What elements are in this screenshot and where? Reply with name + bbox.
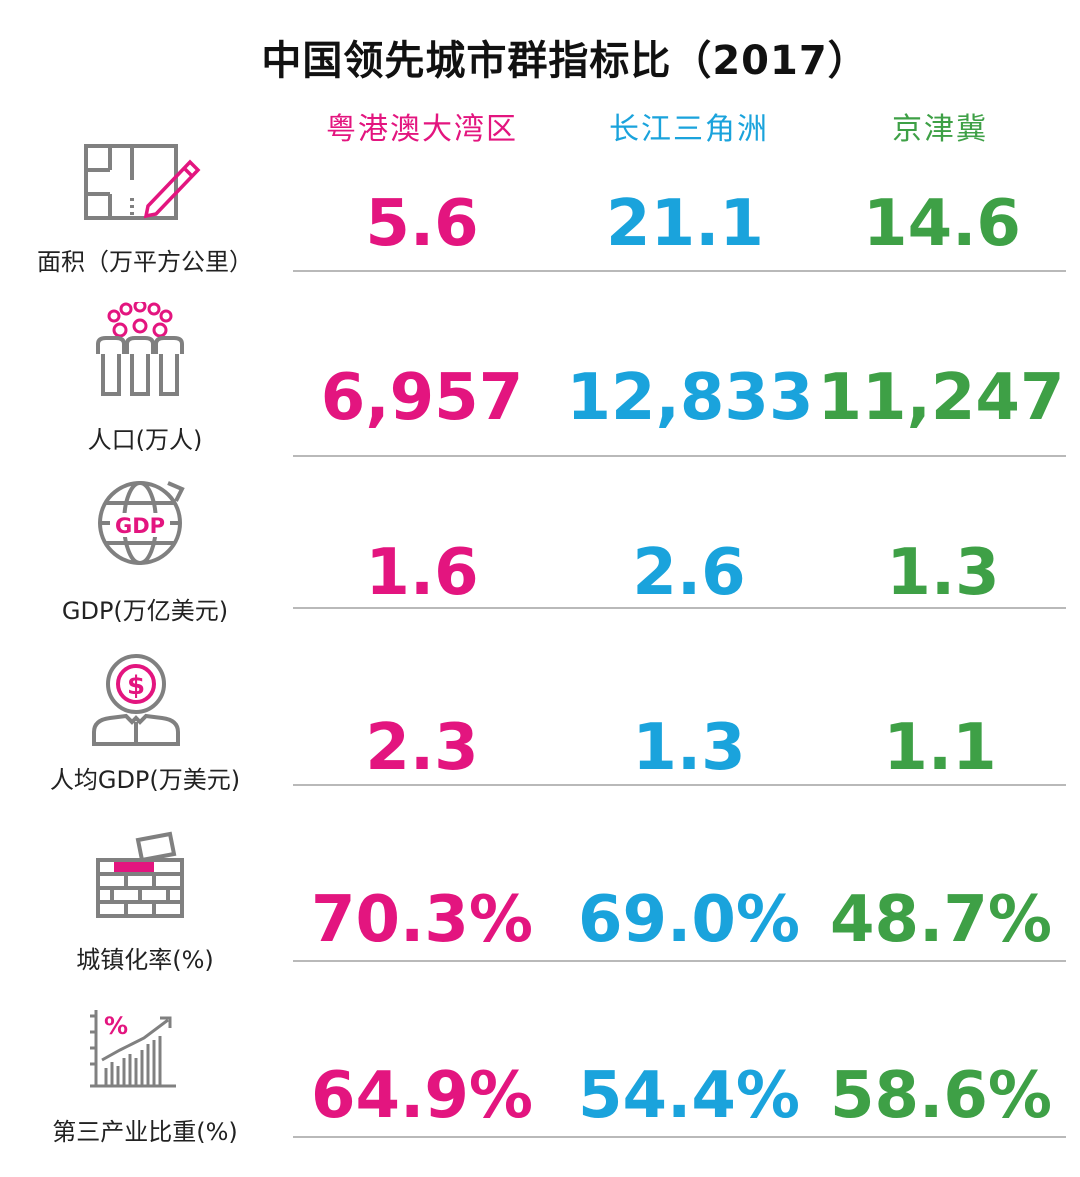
value-gdp-yrd: 2.6 [632,536,746,610]
row-divider [293,455,1066,457]
value-population-jjj: 11,247 [817,361,1065,435]
value-gdp-per-capita-yrd: 1.3 [632,711,746,785]
row-label-urbanization: 城镇化率(%) [76,946,214,974]
svg-text:%: % [104,1012,128,1040]
svg-text:$: $ [127,671,145,701]
column-header-yrd: 长江三角洲 [609,112,769,147]
row-population: 人口(万人) 6,957 12,833 11,247 [0,300,1080,460]
row-gdp: GDP GDP(万亿美元) 1.6 2.6 1.3 [0,475,1080,625]
row-label-tertiary-share: 第三产业比重(%) [52,1118,238,1146]
value-gdp-jjj: 1.3 [886,536,1000,610]
value-tertiary-share-gba: 64.9% [310,1059,534,1133]
population-icon [70,302,210,402]
floorplan-pencil-icon [70,140,210,240]
row-label-population: 人口(万人) [87,426,203,454]
row-divider [293,960,1066,962]
value-urbanization-jjj: 48.7% [829,883,1053,957]
growth-chart-percent-icon: % [70,1002,210,1102]
svg-text:GDP: GDP [115,514,165,538]
value-area-jjj: 14.6 [863,187,1021,261]
row-divider [293,784,1066,786]
gdp-globe-icon: GDP [70,475,210,575]
value-gdp-per-capita-jjj: 1.1 [883,711,997,785]
row-tertiary-share: % 第三产业比重(%) 64.9% 54.4% 58.6% [0,1002,1080,1146]
value-urbanization-yrd: 69.0% [577,883,801,957]
value-tertiary-share-yrd: 54.4% [577,1059,801,1133]
value-tertiary-share-jjj: 58.6% [829,1059,1053,1133]
chart-title: 中国领先城市群指标比（2017） [261,38,869,84]
value-area-yrd: 21.1 [606,187,764,261]
row-label-gdp: GDP(万亿美元) [61,597,229,625]
value-gdp-gba: 1.6 [365,536,479,610]
value-gdp-per-capita-gba: 2.3 [365,711,479,785]
row-divider [293,1136,1066,1138]
value-population-gba: 6,957 [320,361,524,435]
value-urbanization-gba: 70.3% [310,883,534,957]
row-area: 面积（万平方公里） 5.6 21.1 14.6 [0,140,1080,280]
row-label-area: 面积（万平方公里） [37,248,253,276]
row-divider [293,270,1066,272]
per-capita-dollar-icon: $ [70,652,210,752]
row-divider [293,607,1066,609]
column-header-jjj: 京津冀 [892,112,988,147]
value-area-gba: 5.6 [365,187,479,261]
row-gdp-per-capita: $ 人均GDP(万美元) 2.3 1.3 1.1 [0,652,1080,794]
value-population-yrd: 12,833 [566,361,814,435]
row-label-gdp-per-capita: 人均GDP(万美元) [49,766,241,794]
column-header-gba: 粤港澳大湾区 [326,112,518,147]
brick-wall-icon [70,828,210,928]
row-urbanization: 城镇化率(%) 70.3% 69.0% 48.7% [0,828,1080,974]
